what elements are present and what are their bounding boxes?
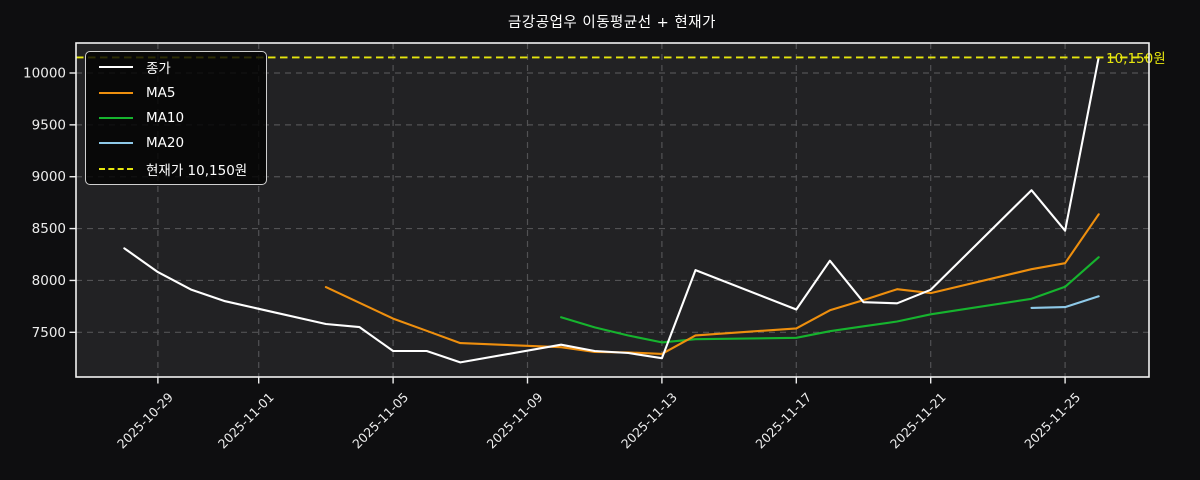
ma5-line — [324, 213, 1100, 355]
y-tick-label: 8500 — [32, 221, 66, 237]
x-tick-label: 2025-11-21 — [887, 390, 949, 452]
x-tick-label: 2025-11-09 — [484, 389, 546, 451]
legend: 종가 MA5 MA10 MA20 현재가 10,150원 — [85, 51, 267, 185]
x-tick-label: 2025-10-29 — [114, 389, 176, 451]
ma20-line-sample — [99, 142, 133, 145]
plot-border — [75, 42, 1150, 378]
ma10-line-sample — [99, 116, 133, 119]
x-tick-label: 2025-11-17 — [752, 390, 814, 452]
y-tick-label: 9500 — [32, 117, 66, 133]
close-line — [123, 56, 1100, 364]
y-tick-label: 9000 — [32, 169, 66, 185]
y-tick-label: 7500 — [32, 325, 66, 341]
x-tick-label: 2025-11-13 — [618, 390, 680, 452]
legend-label-ma10: MA10 — [146, 109, 185, 126]
chart-title: 금강공업우 이동평균선 + 현재가 — [508, 15, 716, 31]
legend-label-current-price: 현재가 10,150원 — [146, 162, 248, 179]
x-tick-label: 2025-11-25 — [1021, 390, 1083, 452]
close-line-sample — [99, 66, 133, 69]
current-price-line-sample — [99, 167, 133, 170]
y-tick-label: 8000 — [32, 273, 66, 289]
ma5-line-sample — [99, 91, 133, 94]
current-price-annotation: 10,150원 — [1106, 51, 1166, 67]
legend-label-ma5: MA5 — [146, 84, 176, 101]
legend-item-close: 종가 — [99, 55, 266, 79]
y-tick-label: 10000 — [23, 66, 66, 82]
x-tick-label: 2025-11-05 — [349, 390, 411, 452]
ma10-line — [560, 256, 1100, 344]
legend-item-ma20: MA20 — [99, 131, 266, 155]
legend-label-ma20: MA20 — [146, 135, 185, 152]
legend-item-ma5: MA5 — [99, 81, 266, 105]
legend-item-ma10: MA10 — [99, 106, 266, 130]
legend-item-current-price: 현재가 10,150원 — [99, 157, 266, 181]
ma20-line — [1030, 295, 1100, 309]
x-tick-label: 2025-11-01 — [215, 390, 277, 452]
legend-label-close: 종가 — [146, 61, 171, 78]
